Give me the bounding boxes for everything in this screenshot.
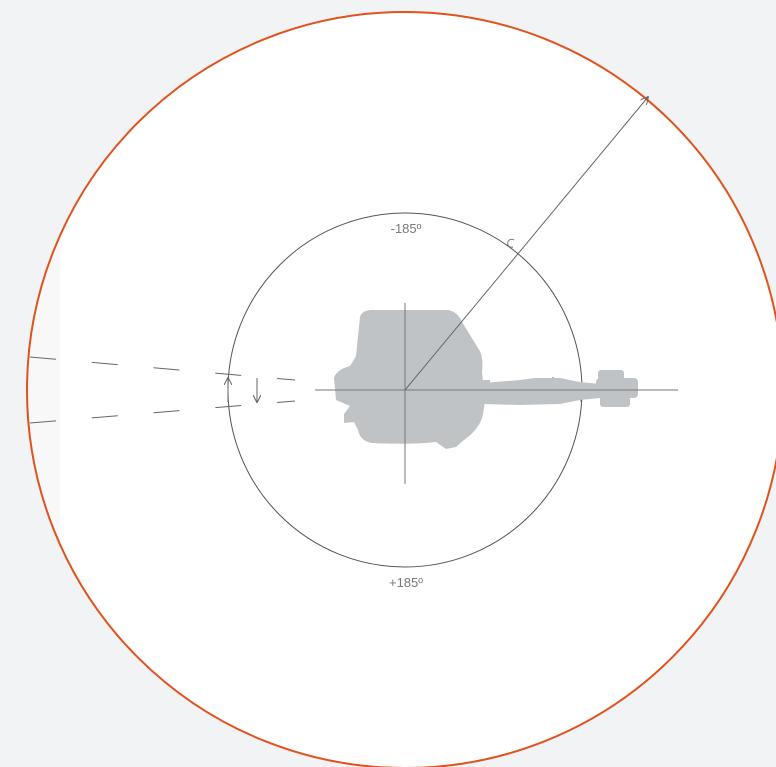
gun-sweep-dashed-lines bbox=[29, 356, 296, 424]
bottom-angle-label: +185º bbox=[389, 575, 423, 590]
angle-arc-marker bbox=[507, 238, 515, 248]
range-vector-arrow bbox=[404, 97, 648, 391]
outer-range-ring bbox=[26, 11, 776, 767]
center-crosshair bbox=[315, 303, 678, 484]
vehicle-silhouette bbox=[334, 310, 638, 449]
top-angle-label: -185º bbox=[391, 221, 422, 236]
left-fade-panel bbox=[0, 0, 60, 767]
dimension-arrows-left bbox=[228, 378, 257, 402]
